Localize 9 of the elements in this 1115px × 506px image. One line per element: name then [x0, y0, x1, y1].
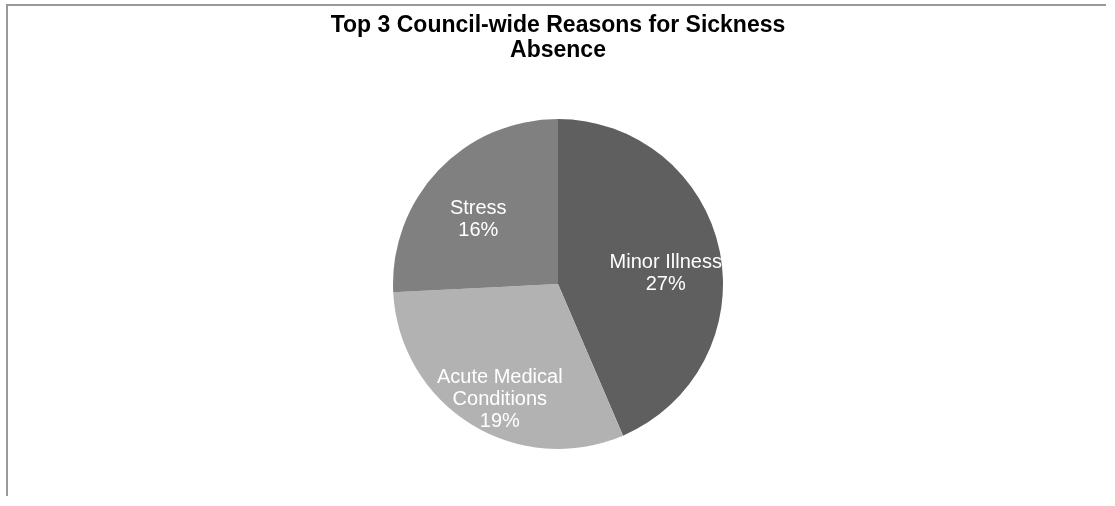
data-label: 16% [458, 218, 499, 241]
slice-label: Stress [449, 196, 507, 219]
slice-label: Acute Medical Conditions [437, 365, 563, 410]
data-label: 19% [479, 409, 521, 432]
slice-label: Minor Illness [609, 249, 722, 272]
pie-slice [393, 284, 624, 449]
data-label: 27% [645, 271, 686, 294]
chart-title: Top 3 Council-wide Reasons for Sickness Absence [330, 11, 786, 62]
pie-slice [393, 119, 558, 293]
